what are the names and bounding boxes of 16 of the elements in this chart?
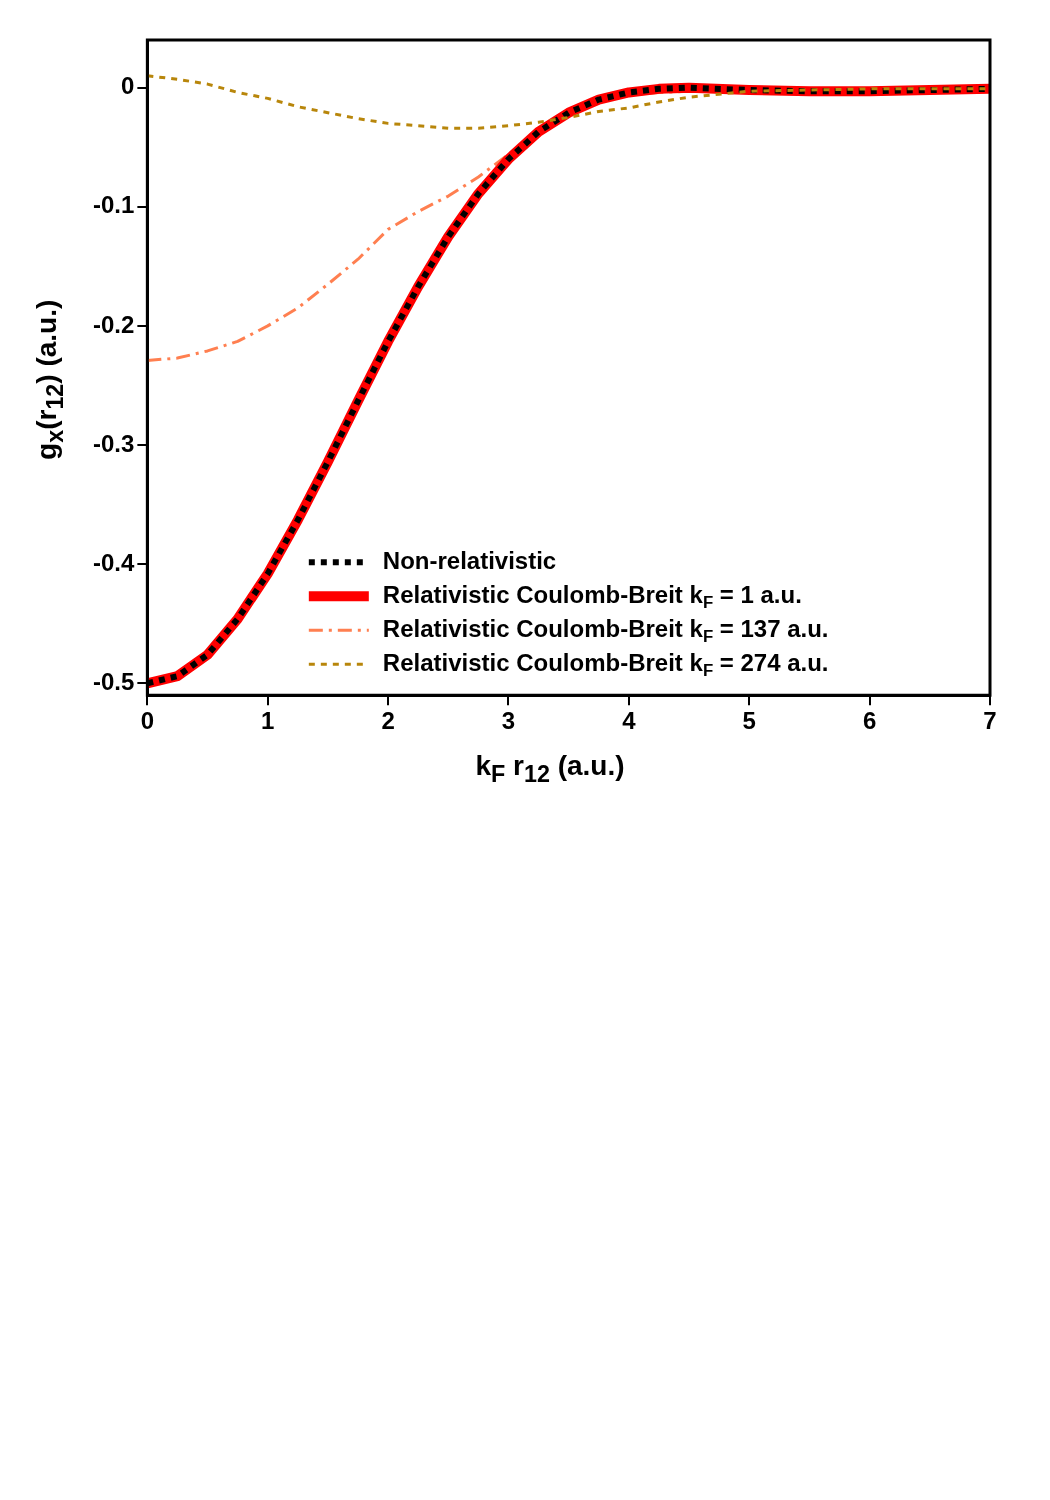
y-tick-label: -0.4 — [93, 548, 135, 576]
x-axis-title: k$_{F}$ r$_{12}$ (a.u.) — [474, 750, 626, 788]
y-tick-label: 0 — [121, 72, 135, 100]
x-tick-label: 0 — [140, 707, 155, 735]
y-tick-label: -0.2 — [93, 310, 135, 338]
x-tick-label: 5 — [742, 707, 756, 735]
y-tick-label: -0.3 — [93, 429, 135, 457]
x-tick-label: 3 — [501, 707, 516, 735]
legend-label: Non-relativistic — [382, 546, 557, 574]
x-tick-label: 6 — [862, 707, 877, 735]
y-tick-label: -0.1 — [93, 191, 135, 219]
x-tick-label: 2 — [381, 707, 395, 735]
x-tick-label: 1 — [261, 707, 275, 735]
x-tick-label: 7 — [983, 707, 997, 735]
x-tick-label: 4 — [622, 707, 637, 735]
y-tick-label: -0.5 — [93, 667, 135, 695]
